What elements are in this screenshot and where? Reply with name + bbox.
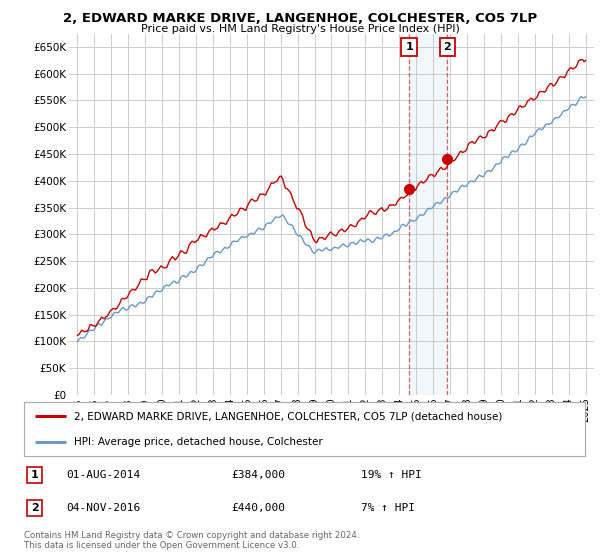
Text: 1: 1 xyxy=(31,470,38,480)
Text: Contains HM Land Registry data © Crown copyright and database right 2024.
This d: Contains HM Land Registry data © Crown c… xyxy=(24,531,359,550)
Text: HPI: Average price, detached house, Colchester: HPI: Average price, detached house, Colc… xyxy=(74,437,323,446)
Text: 7% ↑ HPI: 7% ↑ HPI xyxy=(361,503,415,513)
Text: 2, EDWARD MARKE DRIVE, LANGENHOE, COLCHESTER, CO5 7LP (detached house): 2, EDWARD MARKE DRIVE, LANGENHOE, COLCHE… xyxy=(74,412,503,421)
Text: £440,000: £440,000 xyxy=(232,503,286,513)
Text: 2: 2 xyxy=(31,503,38,513)
Text: 1: 1 xyxy=(405,42,413,52)
Text: £384,000: £384,000 xyxy=(232,470,286,480)
Text: 2: 2 xyxy=(443,42,451,52)
Text: 2, EDWARD MARKE DRIVE, LANGENHOE, COLCHESTER, CO5 7LP: 2, EDWARD MARKE DRIVE, LANGENHOE, COLCHE… xyxy=(63,12,537,25)
Text: 01-AUG-2014: 01-AUG-2014 xyxy=(66,470,140,480)
Text: Price paid vs. HM Land Registry's House Price Index (HPI): Price paid vs. HM Land Registry's House … xyxy=(140,24,460,34)
Text: 19% ↑ HPI: 19% ↑ HPI xyxy=(361,470,421,480)
Text: 04-NOV-2016: 04-NOV-2016 xyxy=(66,503,140,513)
Bar xyxy=(409,34,448,395)
